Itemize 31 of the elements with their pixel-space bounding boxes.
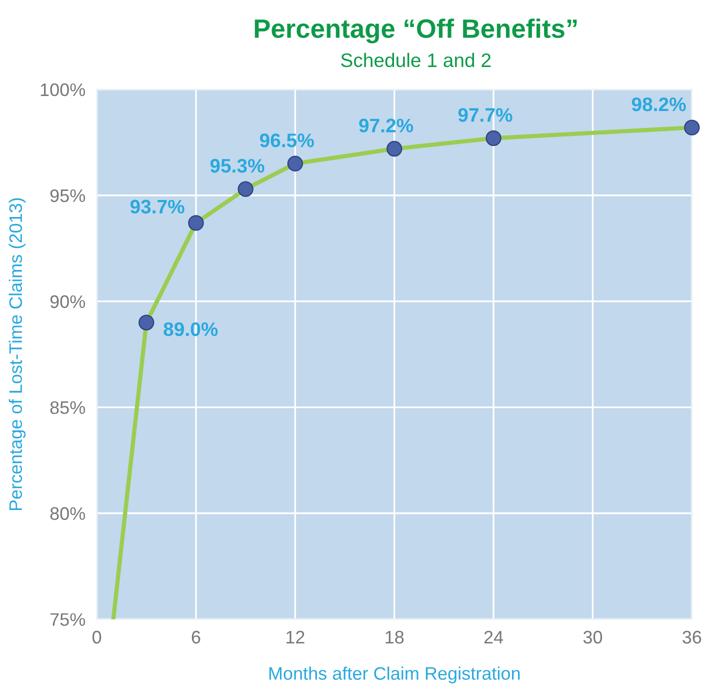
x-tick-label: 0 [92, 630, 102, 644]
x-tick-label: 24 [484, 630, 504, 644]
y-tick-label: 80% [50, 507, 86, 520]
data-label: 97.7% [458, 108, 512, 122]
point [684, 120, 700, 136]
x-tick-label: 36 [682, 630, 702, 644]
data-label: 89.0% [164, 322, 218, 336]
data-label: 93.7% [130, 200, 184, 214]
point [486, 130, 502, 146]
x-tick-label: 30 [583, 630, 602, 644]
x-tick-label: 6 [192, 630, 200, 644]
y-tick-label: 95% [50, 189, 86, 202]
data-label: 97.2% [359, 118, 414, 132]
x-tick-label: 18 [386, 630, 404, 644]
point [238, 181, 254, 197]
data-label: 95.3% [210, 158, 264, 173]
point [138, 314, 154, 330]
y-tick-label: 85% [50, 401, 86, 414]
data-label: 98.2% [632, 97, 686, 112]
data-label: 96.5% [260, 133, 314, 148]
point [287, 156, 304, 172]
y-axis-title: Percentage of Lost-Time Claims (2013) [8, 198, 26, 510]
y-tick-label: 90% [50, 295, 86, 308]
point [386, 140, 402, 157]
point [188, 215, 204, 231]
x-axis-title: Months after Claim Registration [269, 666, 520, 684]
chart-subtitle: Schedule 1 and 2 [341, 52, 491, 68]
y-tick-label: 100% [40, 83, 86, 96]
x-tick-label: 12 [286, 630, 304, 644]
chart-title: Percentage “Off Benefits” [254, 18, 577, 44]
y-tick-label: 75% [50, 613, 86, 626]
